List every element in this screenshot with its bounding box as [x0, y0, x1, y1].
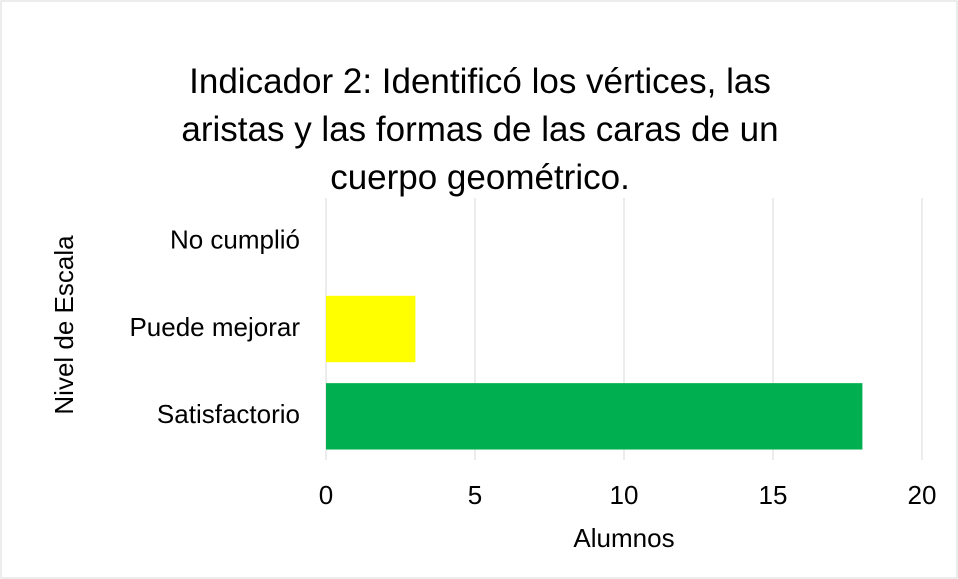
x-tick-label: 5: [468, 480, 482, 510]
x-tick-label: 15: [759, 480, 788, 510]
y-axis-label: Nivel de Escala: [49, 235, 79, 415]
bar: [326, 383, 863, 450]
y-tick-label: No cumplió: [170, 225, 300, 255]
chart-title: Indicador 2: Identificó los vértices, la…: [181, 62, 779, 197]
y-tick-label: Satisfactorio: [157, 399, 300, 429]
x-tick-label: 0: [319, 480, 333, 510]
y-tick-label: Puede mejorar: [129, 312, 300, 342]
x-axis-label: Alumnos: [573, 523, 674, 553]
x-tick-label: 20: [908, 480, 937, 510]
x-tick-label: 10: [610, 480, 639, 510]
bar: [326, 295, 416, 363]
